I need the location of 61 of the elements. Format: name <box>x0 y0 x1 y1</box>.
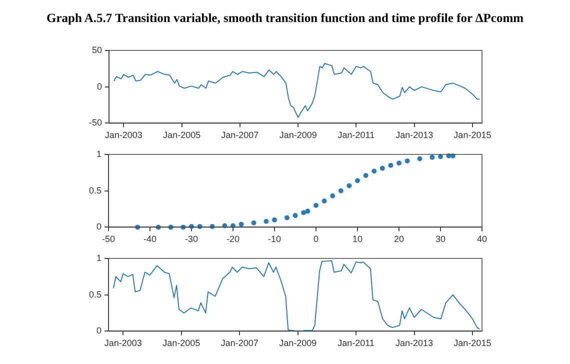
point <box>238 222 244 227</box>
point <box>292 213 298 218</box>
x-tick-label: Jan-2007 <box>220 338 258 348</box>
point <box>230 223 236 228</box>
x-tick-label: 10 <box>352 234 363 244</box>
point <box>338 188 344 194</box>
point <box>330 193 336 198</box>
y-tick-label: 0 <box>96 326 102 336</box>
point <box>251 220 256 226</box>
x-tick-label: 20 <box>394 234 404 244</box>
x-tick-label: Jan-2015 <box>454 130 492 140</box>
x-tick-label: Jan-2009 <box>279 338 317 348</box>
point <box>380 166 385 171</box>
point <box>438 154 443 160</box>
y-tick-label: 1 <box>96 252 102 263</box>
point <box>417 156 422 162</box>
point <box>430 154 435 160</box>
x-tick-label: Jan-2005 <box>162 338 200 348</box>
point <box>346 183 352 188</box>
y-tick-label: 0.5 <box>88 185 102 196</box>
y-tick-label: 1 <box>96 148 102 159</box>
x-tick-label: Jan-2013 <box>396 130 434 140</box>
x-tick-label: Jan-2011 <box>338 338 374 348</box>
point <box>135 224 140 230</box>
x-tick-label: -30 <box>185 234 198 244</box>
chart-title: Graph A.5.7 Transition variable, smooth transition function and time profile for ΔPcomm <box>45 10 525 27</box>
y-tick-label: -50 <box>88 118 102 128</box>
y-tick-label: 0 <box>96 81 102 92</box>
point <box>189 224 194 229</box>
x-tick-label: Jan-2007 <box>221 130 259 140</box>
x-tick-label: Jan-2003 <box>104 130 142 140</box>
point <box>404 158 410 164</box>
point <box>301 210 306 216</box>
point <box>264 218 269 224</box>
point <box>372 168 377 174</box>
x-tick-label: -40 <box>144 234 157 244</box>
y-tick-label: 50 <box>92 44 102 55</box>
x-tick-label: Jan-2009 <box>279 130 317 140</box>
point <box>284 215 290 220</box>
x-tick-label: Jan-2015 <box>454 338 492 348</box>
x-tick-label: 30 <box>435 234 446 244</box>
x-tick-label: 40 <box>476 234 488 244</box>
point <box>305 208 310 214</box>
point <box>210 224 215 229</box>
x-tick-label: 0 <box>313 234 319 244</box>
x-tick-label: -10 <box>268 234 282 244</box>
x-tick-label: Jan-2013 <box>396 338 434 348</box>
point <box>272 217 278 222</box>
y-tick-label: 0.5 <box>88 289 102 300</box>
point <box>197 224 202 229</box>
point <box>355 178 360 184</box>
point <box>396 160 402 166</box>
point <box>363 173 368 178</box>
point <box>314 202 319 208</box>
x-tick-label: Jan-2011 <box>338 130 375 140</box>
x-tick-label: -20 <box>226 234 240 244</box>
y-tick-label: 0 <box>96 222 102 232</box>
x-tick-label: Jan-2003 <box>104 338 142 348</box>
point <box>388 162 394 168</box>
point <box>322 198 327 204</box>
x-tick-label: Jan-2005 <box>163 130 201 140</box>
